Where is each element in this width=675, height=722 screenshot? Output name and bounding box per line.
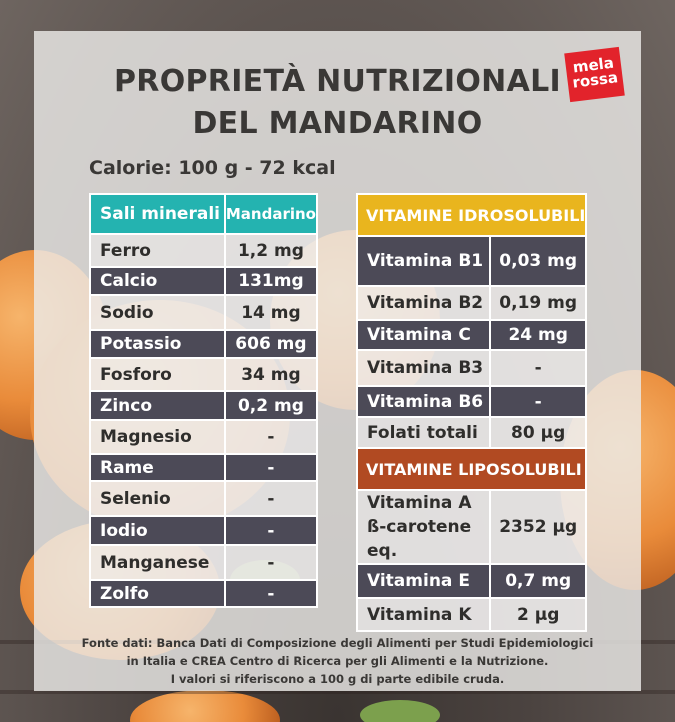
mineral-value: - <box>223 544 319 581</box>
table-row: Magnesio - <box>89 419 319 455</box>
table-row: Zinco 0,2 mg <box>89 390 319 421</box>
vitamin-name: Vitamina C <box>356 319 491 351</box>
vitamin-name: Vitamina B3 <box>356 349 491 387</box>
mineral-value: 1,2 mg <box>223 233 319 268</box>
mineral-name: Zinco <box>89 390 226 421</box>
vitamin-name: Vitamina B2 <box>356 285 491 321</box>
calories-label: Calorie: 100 g - 72 kcal <box>89 157 336 179</box>
table-row: Rame - <box>89 453 319 482</box>
table-row: Vitamina A ß-carotene eq. 2352 µg <box>356 489 588 565</box>
table-row: Vitamina B2 0,19 mg <box>356 285 588 321</box>
table-row: Vitamina C 24 mg <box>356 319 588 351</box>
table-row: Calcio 131mg <box>89 266 319 296</box>
table-row: Vitamina B3- <box>356 349 588 387</box>
mineral-name: Manganese <box>89 544 226 581</box>
page-title-line2: DEL MANDARINO <box>192 106 483 141</box>
table-row: Fosforo 34 mg <box>89 357 319 392</box>
footnote-line1: Fonte dati: Banca Dati di Composizione d… <box>81 636 594 650</box>
minerals-table: Sali minerali Mandarino Ferro 1,2 mg Calc… <box>89 193 319 608</box>
vitamin-value: - <box>488 385 588 418</box>
mineral-name: Rame <box>89 453 226 482</box>
vitamin-name: Vitamina B6 <box>356 385 491 418</box>
minerals-header-name: Sali minerali <box>89 193 226 235</box>
table-row: Folati totali 80 µg <box>356 416 588 449</box>
vitamin-name: Vitamina B1 <box>356 235 491 287</box>
mineral-value: 131mg <box>223 266 319 296</box>
minerals-header-value: Mandarino <box>223 193 319 235</box>
mineral-value: 606 mg <box>223 329 319 359</box>
table-row: Vitamina B1 0,03 mg <box>356 235 588 287</box>
source-footnote: Fonte dati: Banca Dati di Composizione d… <box>34 634 641 688</box>
vitamin-name: Vitamina K <box>356 597 491 632</box>
mineral-name: Sodio <box>89 294 226 331</box>
mineral-name: Fosforo <box>89 357 226 392</box>
mineral-name: Zolfo <box>89 579 226 608</box>
table-row: Vitamina E 0,7 mg <box>356 563 588 599</box>
mineral-value: 14 mg <box>223 294 319 331</box>
vitamin-name: Folati totali <box>356 416 491 449</box>
mineral-name: Potassio <box>89 329 226 359</box>
vitamin-name: Vitamina E <box>356 563 491 599</box>
minerals-header-row: Sali minerali Mandarino <box>89 193 319 235</box>
mineral-name: Magnesio <box>89 419 226 455</box>
table-row: Vitamina B6- <box>356 385 588 418</box>
vitamin-value: - <box>488 349 588 387</box>
mineral-value: - <box>223 480 319 517</box>
table-row: Zolfo - <box>89 579 319 608</box>
vitamin-value: 0,19 mg <box>488 285 588 321</box>
vitamin-value: 2352 µg <box>488 489 588 565</box>
table-row: Manganese - <box>89 544 319 581</box>
footnote-line3: I valori si riferiscono a 100 g di parte… <box>170 672 505 686</box>
page-title: PROPRIETÀ NUTRIZIONALI <box>114 64 561 99</box>
melarossa-logo: mela rossa <box>564 46 625 103</box>
mineral-value: - <box>223 515 319 546</box>
mineral-name: Iodio <box>89 515 226 546</box>
vitamin-value: 2 µg <box>488 597 588 632</box>
mineral-name: Selenio <box>89 480 226 517</box>
vitamins-table: VITAMINE IDROSOLUBILI Vitamina B1 0,03 mg… <box>355 193 588 632</box>
mineral-value: 34 mg <box>223 357 319 392</box>
mineral-value: 0,2 mg <box>223 390 319 421</box>
table-row: Iodio - <box>89 515 319 546</box>
water-soluble-header-row: VITAMINE IDROSOLUBILI <box>355 193 588 237</box>
mineral-value: - <box>223 419 319 455</box>
fat-soluble-header-row: VITAMINE LIPOSOLUBILI <box>355 447 588 491</box>
water-soluble-header: VITAMINE IDROSOLUBILI <box>355 193 588 237</box>
vitamin-value: 0,7 mg <box>488 563 588 599</box>
mineral-value: - <box>223 579 319 608</box>
vitamin-value: 24 mg <box>488 319 588 351</box>
table-row: Potassio 606 mg <box>89 329 319 359</box>
vitamin-name: Vitamina A ß-carotene eq. <box>356 489 491 565</box>
vitamin-value: 0,03 mg <box>488 235 588 287</box>
mineral-value: - <box>223 453 319 482</box>
table-row: Sodio 14 mg <box>89 294 319 331</box>
footnote-line2: in Italia e CREA Centro di Ricerca per g… <box>126 654 549 668</box>
table-row: Selenio - <box>89 480 319 517</box>
mineral-name: Ferro <box>89 233 226 268</box>
vitamin-value: 80 µg <box>488 416 588 449</box>
mineral-name: Calcio <box>89 266 226 296</box>
fat-soluble-header: VITAMINE LIPOSOLUBILI <box>355 447 588 491</box>
table-row: Ferro 1,2 mg <box>89 233 319 268</box>
